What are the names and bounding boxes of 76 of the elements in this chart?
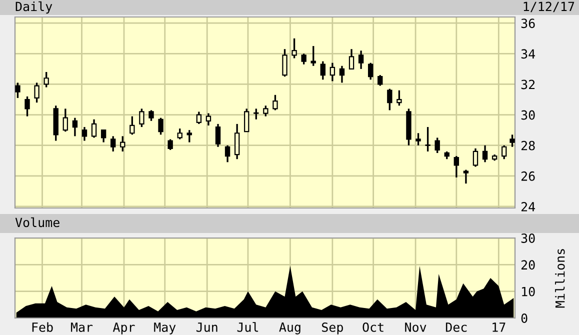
candlestick — [130, 115, 135, 136]
y-axis-title: Millions — [555, 249, 565, 308]
x-tick-label: Mar — [70, 322, 93, 332]
candlestick — [234, 123, 240, 160]
candlestick — [44, 71, 49, 88]
candlestick — [82, 126, 88, 142]
candlestick — [34, 82, 40, 104]
x-tick-label: Apr — [112, 322, 135, 334]
candlestick — [139, 108, 144, 128]
candlestick — [120, 135, 126, 152]
x-tick-label: Oct — [362, 322, 384, 332]
candlestick — [454, 155, 460, 178]
y-tick-label: 26 — [521, 171, 535, 181]
candlestick — [72, 117, 78, 138]
candlestick — [196, 110, 202, 125]
candlestick — [434, 136, 440, 154]
x-tick-label: May — [154, 322, 176, 334]
y-tick-label: 34 — [521, 49, 536, 59]
y-tick-label: 36 — [521, 18, 535, 28]
chart-title: Volume — [15, 217, 60, 228]
candlestick — [110, 135, 116, 152]
candlestick — [378, 74, 383, 87]
candlestick — [320, 60, 326, 80]
candlestick — [482, 144, 488, 163]
candlestick — [348, 48, 354, 70]
x-tick-label: Feb — [32, 322, 53, 332]
text: 1/12/17 — [524, 2, 574, 12]
candlestick — [186, 129, 192, 144]
x-tick-label: Dec — [446, 322, 467, 332]
y-tick-label: 24 — [521, 202, 536, 212]
candlestick — [158, 117, 164, 136]
candlestick — [358, 50, 364, 70]
candlestick — [502, 144, 507, 160]
candlestick — [148, 109, 154, 122]
candlestick — [339, 65, 345, 84]
x-tick-label: Aug — [279, 322, 300, 334]
x-tick-label: Sep — [322, 322, 343, 334]
candlestick — [62, 108, 68, 132]
candlestick — [263, 104, 268, 118]
y-tick-label: 0 — [521, 314, 528, 323]
candlestick — [292, 38, 297, 60]
candlestick — [224, 144, 230, 163]
y-tick-label: 32 — [521, 80, 535, 90]
candlestick — [244, 108, 250, 132]
candlestick — [91, 118, 97, 139]
candlestick — [472, 148, 478, 168]
candlestick — [272, 94, 278, 112]
y-tick-label: 30 — [521, 110, 535, 120]
candlestick — [396, 90, 402, 106]
chart-title: Daily — [16, 1, 52, 14]
x-tick-label: 17 — [492, 322, 506, 332]
candlestick — [310, 45, 316, 67]
candlestick — [100, 129, 106, 144]
x-tick-label: Nov — [405, 322, 426, 332]
y-tick-label: 10 — [522, 286, 535, 296]
candlestick — [387, 88, 392, 112]
candlestick — [330, 62, 336, 82]
candlestick — [168, 138, 173, 151]
candlestick — [510, 134, 515, 148]
candlestick — [24, 96, 30, 118]
x-tick-label: Jul — [237, 322, 258, 332]
y-tick-label: 28 — [521, 140, 535, 150]
candlestick — [301, 52, 306, 66]
candlestick — [15, 82, 20, 99]
y-tick-label: 20 — [521, 260, 535, 270]
candlestick — [215, 123, 221, 148]
y-tick-label: 30 — [521, 234, 535, 243]
candlestick — [177, 128, 182, 140]
candlestick — [282, 48, 288, 78]
x-tick-label: Jun — [196, 322, 218, 332]
candlestick — [463, 168, 469, 184]
candlestick — [416, 132, 421, 146]
candlestick — [425, 126, 430, 152]
candlestick — [368, 62, 374, 80]
candlestick — [254, 108, 259, 120]
candlestick — [206, 112, 212, 126]
